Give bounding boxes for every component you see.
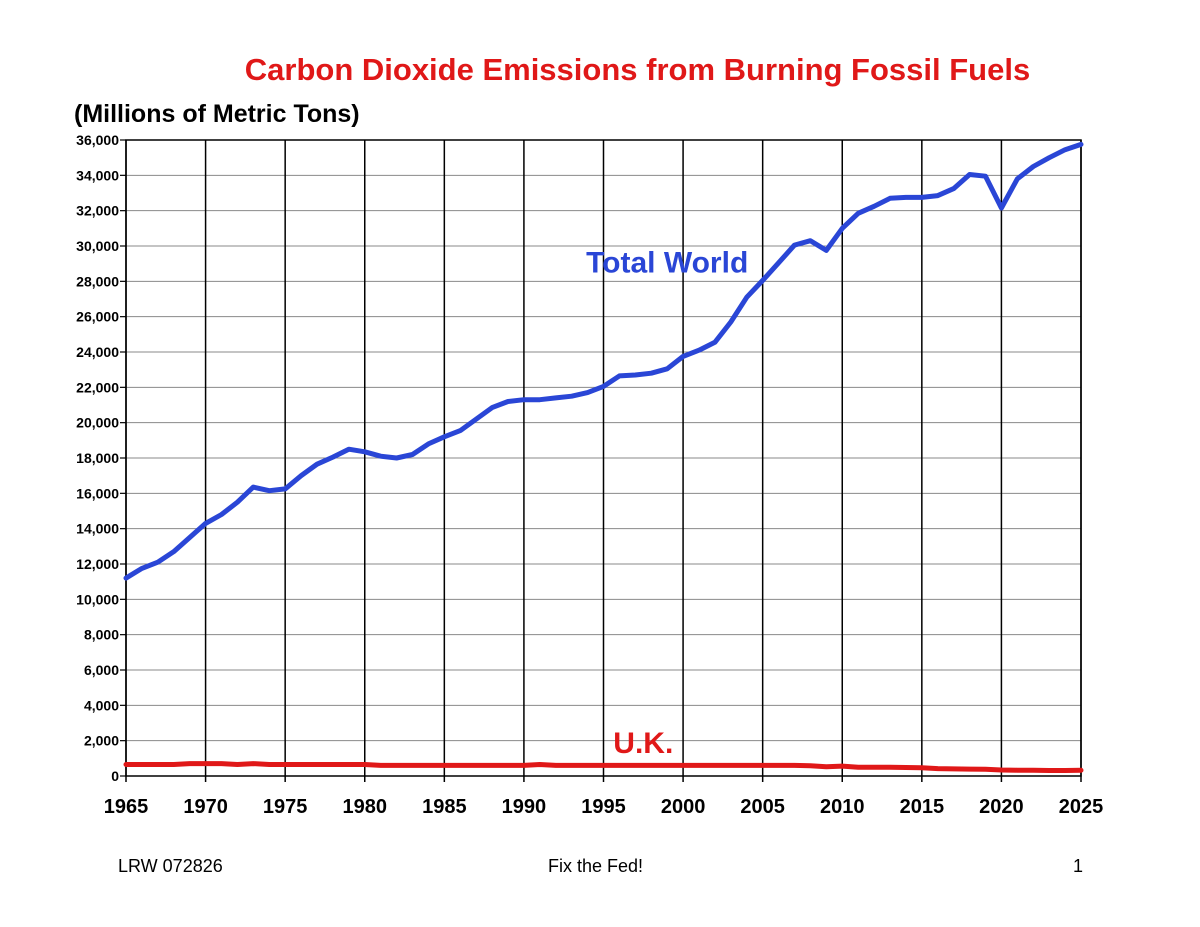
x-tick-label: 1995 <box>581 796 626 818</box>
series-line-total-world <box>123 141 1084 581</box>
y-tick-label: 30,000 <box>76 238 119 254</box>
x-tick-label: 1975 <box>263 796 308 818</box>
y-tick-label: 36,000 <box>76 132 119 148</box>
series-label-total-world: Total World <box>586 247 748 280</box>
x-tick-label: 2000 <box>661 796 706 818</box>
footer-slogan: Fix the Fed! <box>548 856 644 876</box>
footer-author-code: LRW 072826 <box>118 856 223 876</box>
x-tick-label: 1990 <box>502 796 547 818</box>
chart-title: Carbon Dioxide Emissions from Burning Fo… <box>244 52 1031 87</box>
y-tick-label: 16,000 <box>76 485 119 501</box>
y-tick-label: 24,000 <box>76 344 119 360</box>
series-label-u-k: U.K. <box>613 727 673 760</box>
y-tick-label: 4,000 <box>84 697 119 713</box>
y-tick-label: 34,000 <box>76 167 119 183</box>
y-tick-label: 18,000 <box>76 450 119 466</box>
x-tick-label: 2025 <box>1059 796 1104 818</box>
y-tick-label: 28,000 <box>76 273 119 289</box>
y-tick-label: 26,000 <box>76 309 119 325</box>
footer-page-number: 1 <box>1073 856 1084 876</box>
y-tick-label: 2,000 <box>84 733 119 749</box>
x-tick-label: 2020 <box>979 796 1024 818</box>
x-tick-label: 2015 <box>900 796 945 818</box>
x-tick-label: 1970 <box>183 796 228 818</box>
y-tick-label: 0 <box>111 768 119 784</box>
y-tick-label: 32,000 <box>76 203 119 219</box>
y-tick-label: 20,000 <box>76 415 119 431</box>
x-tick-label: 1985 <box>422 796 467 818</box>
x-tick-label: 2010 <box>820 796 865 818</box>
y-tick-label: 12,000 <box>76 556 119 572</box>
y-axis-unit-label: (Millions of Metric Tons) <box>74 100 360 128</box>
y-tick-label: 8,000 <box>84 627 119 643</box>
x-tick-label: 2005 <box>740 796 785 818</box>
y-tick-label: 10,000 <box>76 591 119 607</box>
y-tick-label: 14,000 <box>76 521 119 537</box>
x-tick-label: 1980 <box>343 796 388 818</box>
y-tick-label: 6,000 <box>84 662 119 678</box>
y-tick-label: 22,000 <box>76 379 119 395</box>
x-tick-label: 1965 <box>104 796 149 818</box>
series-line-u-k <box>123 761 1084 773</box>
